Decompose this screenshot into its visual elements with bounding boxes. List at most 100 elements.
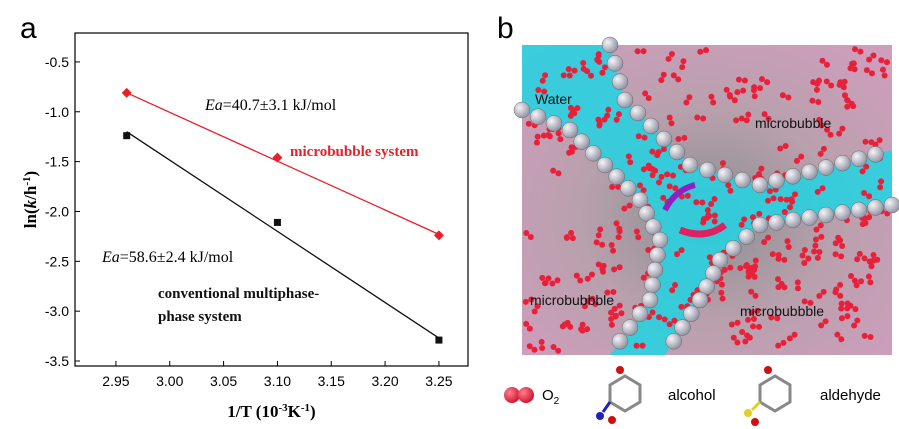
plot-frame xyxy=(75,33,468,366)
o2-dot xyxy=(720,296,726,302)
point xyxy=(122,88,132,98)
bubble xyxy=(597,157,613,173)
o2-dot xyxy=(734,89,740,95)
o2-dot xyxy=(634,343,640,349)
o2-dot xyxy=(561,72,567,78)
o2-dot xyxy=(727,188,733,194)
o2-dot xyxy=(719,282,725,288)
o2-dot xyxy=(866,193,872,199)
o2-dot xyxy=(555,277,561,283)
o2-dot xyxy=(756,211,762,217)
o2-dot xyxy=(599,70,605,76)
o2-dot xyxy=(672,282,678,288)
o2-dot xyxy=(877,137,883,143)
y-tick-label: -3.0 xyxy=(45,303,69,319)
o2-dot xyxy=(572,68,578,74)
o2-dot xyxy=(757,85,763,91)
o2-dot xyxy=(841,84,847,90)
label: microbubble xyxy=(755,115,831,131)
bubble xyxy=(666,333,682,349)
o2-dot xyxy=(569,144,575,150)
o2-dot xyxy=(712,212,718,218)
o2-dot xyxy=(584,326,590,332)
o2-dot xyxy=(570,235,576,241)
o2-dot xyxy=(635,48,641,54)
bubble xyxy=(562,122,578,138)
y-tick-label: -1.0 xyxy=(45,104,69,120)
o2-dot xyxy=(776,252,782,258)
o2-dot xyxy=(656,314,662,320)
o2-dot xyxy=(597,226,603,232)
o2-dot xyxy=(878,178,884,184)
o2-dot xyxy=(882,72,888,78)
label: microbubbble xyxy=(530,292,614,308)
o2-dot xyxy=(861,190,867,196)
o2-dot xyxy=(658,77,664,83)
o2-dot xyxy=(708,94,714,100)
o2-dot xyxy=(616,111,622,117)
o2-dot xyxy=(800,252,806,258)
o2-dot xyxy=(523,299,529,305)
o2-dot xyxy=(874,257,880,263)
o2-dot xyxy=(739,329,745,335)
bubble xyxy=(769,215,785,231)
o2-dot xyxy=(818,234,824,240)
o2-dot xyxy=(735,320,741,326)
o2-dot xyxy=(844,313,850,319)
o2-dot xyxy=(809,98,815,104)
o2-dot xyxy=(668,120,674,126)
bubble xyxy=(818,207,834,223)
o2-dot xyxy=(833,251,839,257)
o2-dot xyxy=(767,188,773,194)
bubble xyxy=(669,144,685,160)
o2-dot xyxy=(661,72,667,78)
o2-dot xyxy=(749,265,755,271)
point xyxy=(435,337,442,344)
bubble xyxy=(647,262,663,278)
legend-label: O2 xyxy=(542,387,560,407)
o2-dot xyxy=(851,323,857,329)
o2-dot xyxy=(578,326,584,332)
o2-dot xyxy=(744,262,750,268)
o2-dot xyxy=(742,78,748,84)
o2-dot xyxy=(815,189,821,195)
o2-dot xyxy=(781,284,787,290)
o2-dot xyxy=(697,49,703,55)
alcohol-icon xyxy=(596,366,640,424)
bubble xyxy=(717,167,733,183)
bubble xyxy=(612,333,628,349)
figure: a b 2.953.003.053.103.153.203.25-0.5-1.0… xyxy=(0,0,899,429)
o2-dot xyxy=(636,133,642,139)
o2-dot xyxy=(599,242,605,248)
o2-dot xyxy=(753,257,759,263)
o2-dot xyxy=(641,275,647,281)
bubble xyxy=(818,160,834,176)
bubble xyxy=(656,131,672,147)
o2-dot xyxy=(605,107,611,113)
o2-dot xyxy=(816,78,822,84)
o2-dot xyxy=(566,66,572,72)
o2-dot xyxy=(868,334,874,340)
o2-dot xyxy=(647,165,653,171)
o2-dot xyxy=(862,139,868,145)
o2-dot xyxy=(627,159,633,165)
fit-line xyxy=(127,132,439,338)
o2-dot xyxy=(595,117,601,123)
bubble xyxy=(739,229,755,245)
o2-dot xyxy=(784,197,790,203)
o2-dot xyxy=(783,143,789,149)
o2-dot xyxy=(792,332,798,338)
o2-dot xyxy=(785,95,791,101)
o2-dot xyxy=(814,87,820,93)
o2-dot xyxy=(782,209,788,215)
o2-dot xyxy=(860,168,866,174)
o2-dot xyxy=(685,193,691,199)
o2-dot xyxy=(731,335,737,341)
o2-dot xyxy=(848,303,854,309)
o2-dot xyxy=(708,201,714,207)
o2-dot xyxy=(821,146,827,152)
bubble xyxy=(683,306,699,322)
o2-dot xyxy=(740,88,746,94)
o2-dot xyxy=(667,115,673,121)
bubble xyxy=(835,155,851,171)
